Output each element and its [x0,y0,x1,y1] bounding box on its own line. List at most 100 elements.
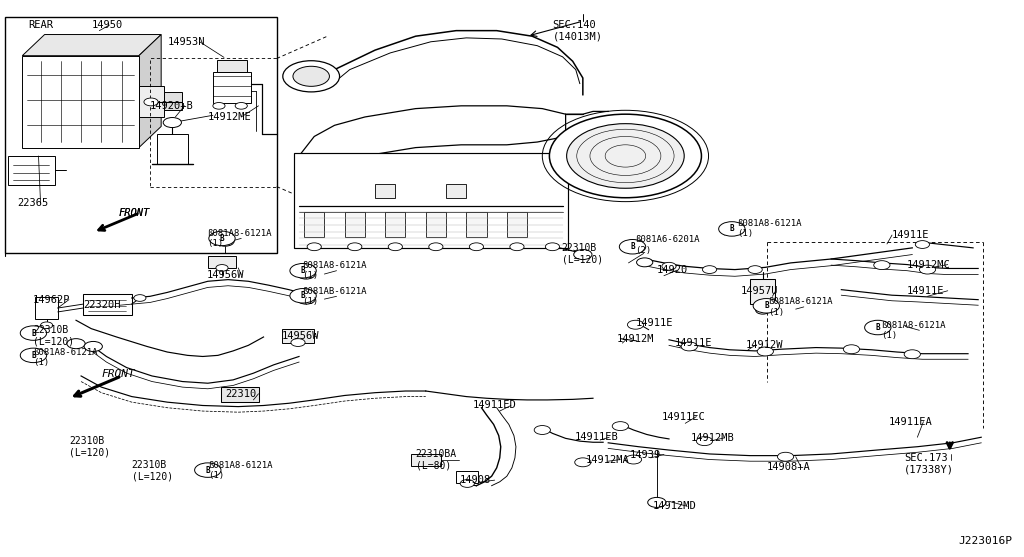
Text: 14911EA: 14911EA [889,417,933,427]
Circle shape [297,294,315,304]
Text: 22310: 22310 [225,389,256,399]
Circle shape [702,266,717,273]
Circle shape [620,240,646,254]
Circle shape [719,222,745,236]
Circle shape [134,295,146,301]
Circle shape [756,306,770,314]
Text: SEC.173
(17338Y): SEC.173 (17338Y) [904,453,954,475]
Circle shape [388,243,402,251]
Circle shape [283,61,340,92]
Bar [456,471,478,483]
Text: J223016P: J223016P [957,536,1012,546]
Bar [466,212,486,237]
Text: 14957U: 14957U [741,286,778,296]
Text: B: B [301,266,305,275]
Text: ß081A8-6121A
(1): ß081A8-6121A (1) [34,348,98,367]
Circle shape [41,322,52,329]
Text: FRONT: FRONT [101,369,135,379]
Text: ß081AB-6121A
(1): ß081AB-6121A (1) [302,287,367,306]
Text: B: B [31,329,36,338]
Circle shape [681,342,697,351]
Circle shape [195,463,221,477]
Bar [446,184,466,198]
Text: 14962P: 14962P [33,295,70,305]
Bar [345,212,365,237]
Circle shape [510,243,524,251]
Text: SEC.140
(14013M): SEC.140 (14013M) [552,20,602,41]
Circle shape [290,263,316,278]
Text: 22310BA
(L=80): 22310BA (L=80) [416,449,457,470]
Text: B: B [876,323,881,332]
Circle shape [844,345,859,354]
Circle shape [637,258,652,267]
Circle shape [648,497,666,507]
Text: 14911ED: 14911ED [472,400,516,411]
Circle shape [749,266,762,273]
Bar [157,134,187,164]
Circle shape [757,347,773,356]
Text: ß081A6-6201A
(2): ß081A6-6201A (2) [636,236,700,255]
Text: 22310B
(L=120): 22310B (L=120) [34,325,75,346]
Text: 14911E: 14911E [892,230,930,240]
Circle shape [20,348,47,363]
Text: 22310B
(L=120): 22310B (L=120) [132,460,173,481]
Bar [507,212,527,237]
Text: 14911E: 14911E [636,317,673,328]
Text: 22365: 22365 [17,198,48,208]
Circle shape [144,98,158,106]
Text: ß081A8-6121A
(1): ß081A8-6121A (1) [208,461,272,480]
Bar [411,454,441,466]
Circle shape [546,243,559,251]
Text: 14912ME: 14912ME [208,112,252,122]
Text: 14950: 14950 [91,20,123,30]
Text: B: B [630,242,635,251]
Bar [36,297,57,319]
Bar [164,92,182,110]
Circle shape [67,339,85,349]
Polygon shape [23,35,161,56]
Text: FRONT: FRONT [119,208,150,218]
Text: ß081A8-6121A
(1): ß081A8-6121A (1) [302,261,367,280]
Circle shape [753,299,779,313]
Bar [83,294,132,315]
Circle shape [236,102,248,109]
Circle shape [574,458,591,467]
Text: 14908+A: 14908+A [766,462,810,472]
Bar [139,86,164,117]
Circle shape [920,265,936,274]
Text: B: B [220,234,224,243]
Circle shape [429,243,443,251]
Circle shape [550,114,701,198]
Text: 14908: 14908 [460,475,492,485]
Bar [375,184,395,198]
Circle shape [612,422,629,431]
Bar [304,212,325,237]
Text: 22310B
(L=120): 22310B (L=120) [561,243,603,264]
Text: B: B [301,291,305,300]
Circle shape [84,341,102,351]
Text: 14911E: 14911E [907,286,945,296]
Bar [282,329,314,343]
Bar [426,212,446,237]
Bar [8,156,54,185]
Text: 14912MC: 14912MC [907,260,951,270]
Circle shape [291,339,305,346]
Text: B: B [729,224,734,233]
Circle shape [216,265,228,271]
Bar [221,387,259,402]
Text: 14912MA: 14912MA [586,455,630,465]
Text: 14911E: 14911E [675,338,713,348]
Circle shape [873,261,890,270]
Polygon shape [23,56,139,148]
Text: ß081A8-6121A
(1): ß081A8-6121A (1) [207,229,271,248]
Text: REAR: REAR [29,20,53,30]
Bar [294,153,567,248]
Text: FRONT: FRONT [119,208,150,218]
Text: B: B [764,301,769,310]
Circle shape [573,250,592,260]
Circle shape [20,326,47,340]
Circle shape [904,350,921,359]
Text: 22320H: 22320H [83,300,121,310]
Circle shape [864,320,891,335]
Text: 14920+B: 14920+B [151,101,194,111]
